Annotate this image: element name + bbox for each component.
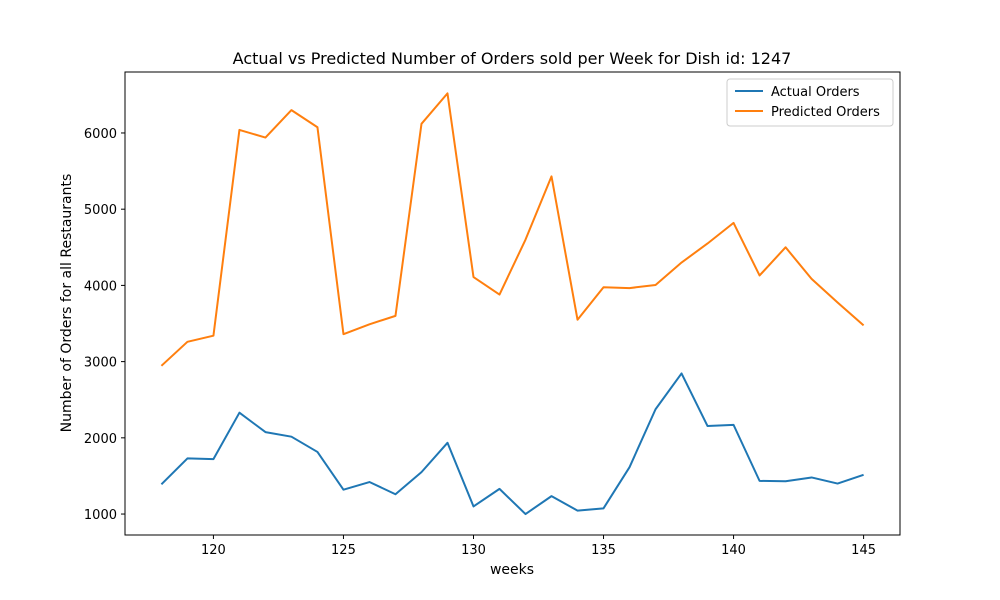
plot-frame — [124, 71, 901, 536]
y-tick-label: 2000 — [84, 432, 117, 447]
y-tick-label: 4000 — [84, 279, 117, 294]
legend-box — [726, 78, 894, 127]
x-tick-label: 140 — [721, 543, 746, 558]
y-axis-label: Number of Orders for all Restaurants — [59, 174, 75, 433]
y-tick-label: 5000 — [84, 203, 117, 218]
y-axis: 1000 2000 3000 4000 5000 6000 — [84, 127, 125, 523]
x-tick-label: 135 — [591, 543, 616, 558]
x-tick-label: 120 — [201, 543, 226, 558]
y-tick-label: 6000 — [84, 127, 117, 142]
x-axis-label: weeks — [490, 562, 534, 578]
legend: Actual Orders Predicted Orders — [726, 78, 894, 127]
x-axis: 120 125 130 135 140 145 — [201, 535, 876, 558]
plot-area — [160, 92, 865, 516]
x-tick-label: 125 — [331, 543, 356, 558]
legend-label-actual-orders: Actual Orders — [771, 85, 860, 100]
chart-title: Actual vs Predicted Number of Orders sol… — [233, 49, 792, 68]
x-tick-label: 130 — [461, 543, 486, 558]
series-line-predicted-orders — [160, 92, 865, 367]
series-line-actual-orders — [160, 372, 864, 516]
x-tick-label: 145 — [851, 543, 876, 558]
y-tick-label: 3000 — [84, 356, 117, 371]
y-tick-label: 1000 — [84, 508, 117, 523]
legend-label-predicted-orders: Predicted Orders — [771, 105, 880, 120]
